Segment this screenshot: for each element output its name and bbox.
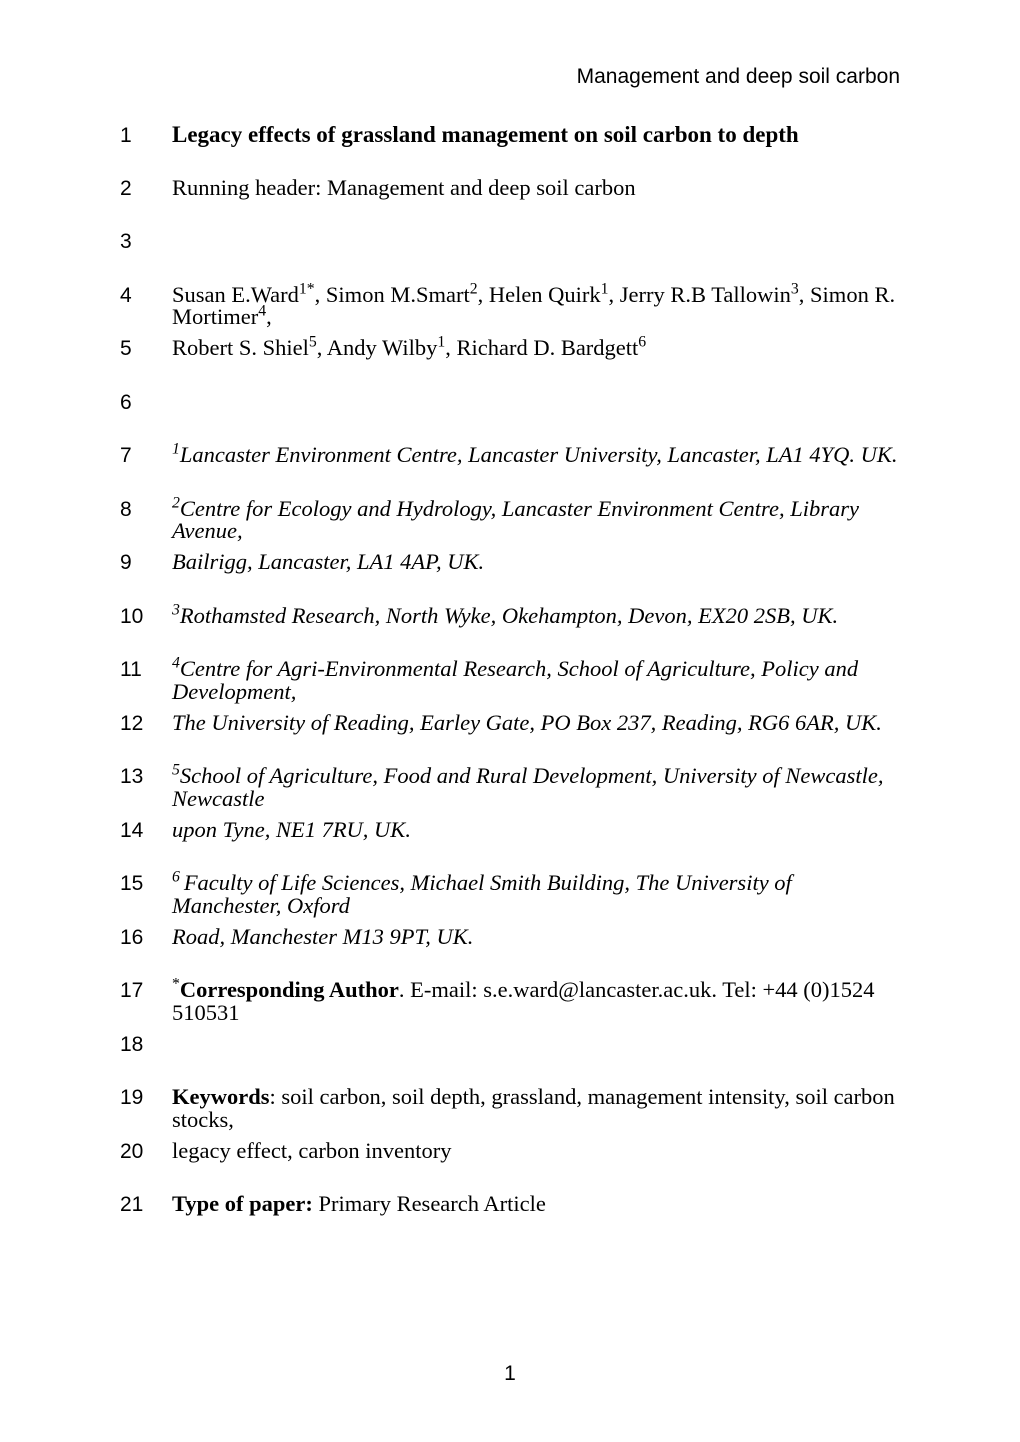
line-text: Road, Manchester M13 9PT, UK. [172, 926, 473, 949]
manuscript-page: Management and deep soil carbon 1Legacy … [0, 0, 1020, 1442]
line-text: 5School of Agriculture, Food and Rural D… [172, 765, 900, 810]
manuscript-line: 5Robert S. Shiel5, Andy Wilby1, Richard … [120, 337, 900, 391]
line-text: legacy effect, carbon inventory [172, 1140, 451, 1163]
manuscript-line: 4Susan E.Ward1*, Simon M.Smart2, Helen Q… [120, 284, 900, 338]
line-text: upon Tyne, NE1 7RU, UK. [172, 819, 411, 842]
line-text: *Corresponding Author. E-mail: s.e.ward@… [172, 979, 900, 1024]
manuscript-line: 14upon Tyne, NE1 7RU, UK. [120, 819, 900, 873]
page-content: 1Legacy effects of grassland management … [120, 123, 900, 1247]
line-text: Legacy effects of grassland management o… [172, 123, 799, 146]
manuscript-line: 6 [120, 391, 900, 445]
line-number: 14 [120, 819, 172, 843]
manuscript-line: 16Road, Manchester M13 9PT, UK. [120, 926, 900, 980]
manuscript-line: 3 [120, 230, 900, 284]
line-number: 21 [120, 1193, 172, 1217]
line-number: 18 [120, 1033, 172, 1057]
line-text: The University of Reading, Earley Gate, … [172, 712, 882, 735]
manuscript-line: 18 [120, 1033, 900, 1087]
line-number: 20 [120, 1140, 172, 1164]
line-text: 6 Faculty of Life Sciences, Michael Smit… [172, 872, 900, 917]
manuscript-line: 82Centre for Ecology and Hydrology, Lanc… [120, 498, 900, 552]
line-number: 8 [120, 498, 172, 522]
manuscript-line: 2Running header: Management and deep soi… [120, 177, 900, 231]
manuscript-line: 17*Corresponding Author. E-mail: s.e.war… [120, 979, 900, 1033]
manuscript-line: 71Lancaster Environment Centre, Lancaste… [120, 444, 900, 498]
running-header: Management and deep soil carbon [577, 65, 900, 89]
line-number: 17 [120, 979, 172, 1003]
line-text: Running header: Management and deep soil… [172, 177, 636, 200]
line-number: 9 [120, 551, 172, 575]
line-number: 12 [120, 712, 172, 736]
line-text: 3Rothamsted Research, North Wyke, Okeham… [172, 605, 838, 628]
line-number: 2 [120, 177, 172, 201]
manuscript-line: 103Rothamsted Research, North Wyke, Okeh… [120, 605, 900, 659]
manuscript-line: 19Keywords: soil carbon, soil depth, gra… [120, 1086, 900, 1140]
line-text: Type of paper: Primary Research Article [172, 1193, 546, 1216]
line-number: 1 [120, 124, 172, 148]
line-text: 1Lancaster Environment Centre, Lancaster… [172, 444, 898, 467]
manuscript-line: 12The University of Reading, Earley Gate… [120, 712, 900, 766]
line-number: 13 [120, 765, 172, 789]
line-number: 16 [120, 926, 172, 950]
manuscript-line: 21Type of paper: Primary Research Articl… [120, 1193, 900, 1247]
manuscript-line: 114Centre for Agri-Environmental Researc… [120, 658, 900, 712]
line-number: 5 [120, 337, 172, 361]
manuscript-line: 156 Faculty of Life Sciences, Michael Sm… [120, 872, 900, 926]
line-text: 4Centre for Agri-Environmental Research,… [172, 658, 900, 703]
line-number: 4 [120, 284, 172, 308]
line-number: 6 [120, 391, 172, 415]
line-number: 7 [120, 444, 172, 468]
line-number: 10 [120, 605, 172, 629]
page-number: 1 [0, 1362, 1020, 1386]
manuscript-line: 20legacy effect, carbon inventory [120, 1140, 900, 1194]
line-text: Bailrigg, Lancaster, LA1 4AP, UK. [172, 551, 484, 574]
line-text: Keywords: soil carbon, soil depth, grass… [172, 1086, 900, 1131]
line-text: Susan E.Ward1*, Simon M.Smart2, Helen Qu… [172, 284, 900, 329]
manuscript-line: 1Legacy effects of grassland management … [120, 123, 900, 177]
line-number: 19 [120, 1086, 172, 1110]
line-number: 15 [120, 872, 172, 896]
manuscript-line: 9Bailrigg, Lancaster, LA1 4AP, UK. [120, 551, 900, 605]
line-number: 11 [120, 658, 172, 682]
line-text: 2Centre for Ecology and Hydrology, Lanca… [172, 498, 900, 543]
line-text: Robert S. Shiel5, Andy Wilby1, Richard D… [172, 337, 646, 360]
manuscript-line: 135School of Agriculture, Food and Rural… [120, 765, 900, 819]
line-number: 3 [120, 230, 172, 254]
